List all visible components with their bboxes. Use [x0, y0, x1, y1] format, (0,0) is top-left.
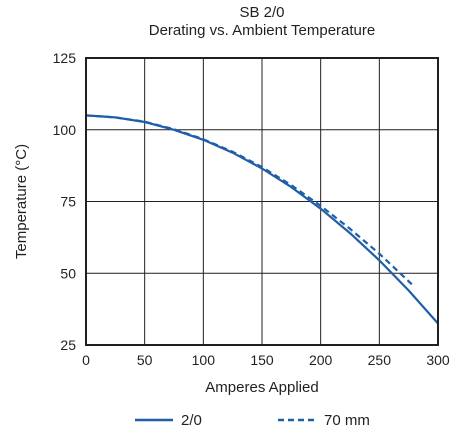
grid — [85, 57, 439, 346]
chart-subtitle: Derating vs. Ambient Temperature — [148, 22, 376, 39]
legend: 2/0 70 mm — [135, 412, 370, 429]
y-axis-label: Temperature (°C) — [13, 144, 30, 259]
y-tick-label: 50 — [60, 265, 76, 281]
tick-labels: 0 50 100 150 200 250 300 25 50 75 100 125 — [53, 50, 450, 368]
chart-title: SB 2/0 — [239, 4, 285, 21]
x-tick-label: 150 — [250, 352, 274, 368]
x-axis-label: Amperes Applied — [205, 379, 318, 396]
series-line-2-0 — [85, 114, 439, 325]
x-tick-label: 0 — [82, 352, 90, 368]
legend-label: 70 mm — [324, 412, 370, 429]
x-tick-label: 300 — [426, 352, 450, 368]
y-tick-label: 125 — [53, 50, 77, 66]
y-tick-label: 75 — [60, 194, 76, 210]
series-line-70-mm — [85, 114, 416, 288]
x-tick-label: 50 — [137, 352, 153, 368]
plot-frame — [85, 57, 439, 346]
legend-label: 2/0 — [181, 412, 202, 429]
series-group — [85, 114, 439, 325]
x-tick-label: 100 — [192, 352, 216, 368]
y-tick-label: 25 — [60, 337, 76, 353]
x-tick-label: 200 — [309, 352, 333, 368]
x-tick-label: 250 — [368, 352, 392, 368]
y-tick-label: 100 — [53, 122, 77, 138]
